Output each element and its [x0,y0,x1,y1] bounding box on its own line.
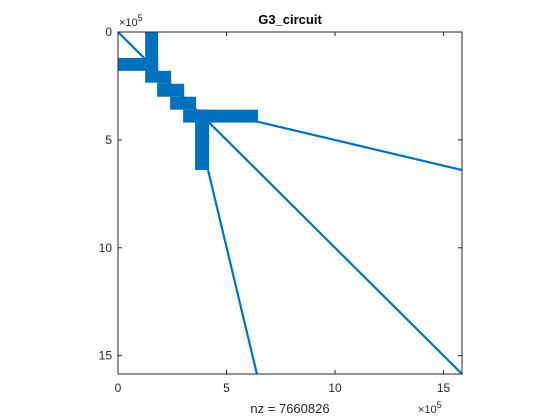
y-tick-label-2: 10 [99,241,113,255]
y-tick-label-3: 15 [99,349,113,363]
nonzero-block-10 [195,109,210,171]
chart-title: G3_circuit [258,12,322,27]
axes-box [117,31,463,375]
x-axis-exponent: ×105 [418,400,442,416]
off-diagonal-line-1 [206,169,258,375]
nonzero-block-8 [183,109,197,123]
main-diagonal [117,31,463,375]
nonzero-block-6 [170,96,185,110]
off-diagonal-line-0 [256,120,463,172]
x-exponent-base: ×10 [418,404,437,416]
nonzero-block-9 [195,109,258,123]
y-axis-exponent: ×105 [119,13,143,29]
nonzero-block-1 [118,57,159,71]
plot-area [117,31,463,375]
x-tick-label-3: 15 [437,381,451,395]
x-tick-label-1: 5 [223,381,230,395]
x-exponent-power: 5 [437,400,442,410]
x-tick-label-0: 0 [115,381,122,395]
nonzero-block-4 [157,83,172,97]
y-exponent-power: 5 [138,13,143,23]
x-tick-label-2: 10 [328,381,342,395]
nonzero-block-0 [145,32,159,83]
x-axis-label: nz = 7660826 [250,401,329,416]
y-tick-label-1: 5 [105,133,112,147]
y-tick-label-0: 0 [105,25,112,39]
y-exponent-base: ×10 [119,17,138,29]
